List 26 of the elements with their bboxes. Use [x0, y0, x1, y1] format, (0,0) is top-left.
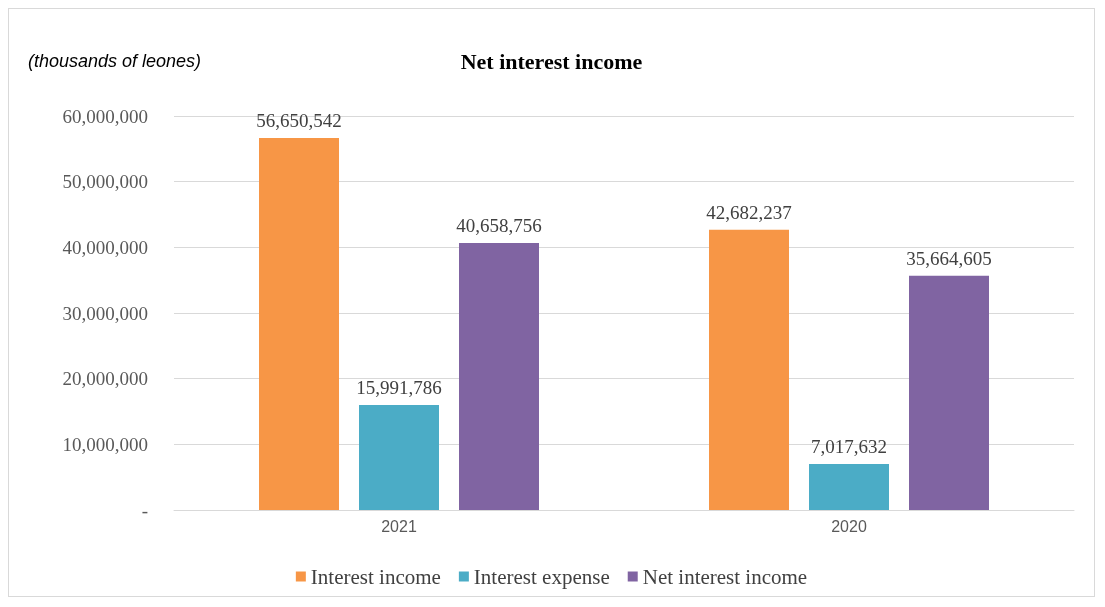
legend-label: Interest income — [310, 564, 441, 589]
x-tick-label: 2020 — [831, 517, 867, 535]
y-tick-label: 20,000,000 — [62, 368, 148, 390]
y-tick-label: 30,000,000 — [62, 302, 148, 324]
bar — [259, 137, 339, 510]
data-label: 56,650,542 — [256, 109, 342, 131]
y-axis-title: (thousands of leones) — [28, 51, 202, 71]
bar — [709, 229, 789, 510]
data-label: 42,682,237 — [706, 201, 792, 223]
data-label: 40,658,756 — [456, 215, 542, 237]
legend-label: Net interest income — [642, 564, 808, 589]
bar — [909, 275, 989, 510]
y-tick-label: 40,000,000 — [62, 236, 148, 258]
y-tick-label: 50,000,000 — [62, 171, 148, 193]
data-label: 7,017,632 — [811, 435, 887, 457]
y-tick-label: 10,000,000 — [62, 433, 148, 455]
bar — [809, 463, 889, 510]
legend-label: Interest expense — [473, 564, 610, 589]
y-tick-label: 60,000,000 — [62, 105, 148, 127]
bar — [459, 243, 539, 510]
data-label: 15,991,786 — [356, 376, 442, 398]
data-label: 35,664,605 — [906, 247, 992, 269]
chart-title: Net interest income — [460, 48, 643, 74]
bar — [359, 404, 439, 510]
y-tick-label: - — [141, 499, 148, 521]
x-tick-label: 2021 — [381, 517, 417, 535]
